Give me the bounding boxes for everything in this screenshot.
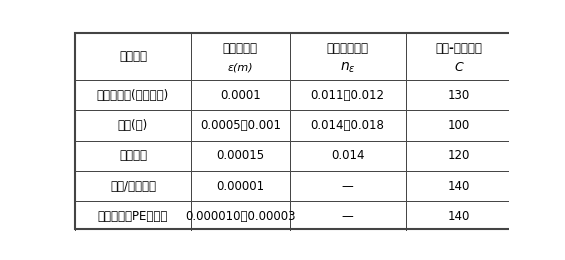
Text: 120: 120 bbox=[448, 149, 471, 162]
Bar bbox=[406, 201, 513, 231]
Bar bbox=[191, 171, 289, 201]
Text: 0.00001: 0.00001 bbox=[216, 180, 264, 193]
Text: 海澄-威廉系数: 海澄-威廉系数 bbox=[436, 42, 483, 55]
Text: —: — bbox=[342, 210, 354, 223]
Text: 管道粗糙系数: 管道粗糙系数 bbox=[327, 42, 368, 55]
Text: 0.011～0.012: 0.011～0.012 bbox=[311, 89, 385, 102]
Text: 140: 140 bbox=[448, 180, 471, 193]
Bar bbox=[406, 80, 513, 110]
Bar bbox=[406, 141, 513, 171]
Bar bbox=[191, 80, 289, 110]
Text: 0.0005～0.001: 0.0005～0.001 bbox=[200, 119, 281, 132]
Text: C: C bbox=[455, 61, 464, 74]
Text: ε(m): ε(m) bbox=[228, 63, 253, 73]
Bar bbox=[75, 141, 191, 171]
Text: 管材名称: 管材名称 bbox=[119, 50, 147, 63]
Bar bbox=[289, 110, 406, 141]
Bar bbox=[191, 33, 289, 80]
Bar bbox=[289, 80, 406, 110]
Bar bbox=[191, 110, 289, 141]
Bar bbox=[289, 171, 406, 201]
Bar bbox=[75, 80, 191, 110]
Text: 130: 130 bbox=[448, 89, 471, 102]
Bar bbox=[75, 201, 191, 231]
Bar bbox=[406, 110, 513, 141]
Text: 当量粗糙度: 当量粗糙度 bbox=[223, 42, 258, 55]
Bar bbox=[289, 141, 406, 171]
Text: 140: 140 bbox=[448, 210, 471, 223]
Text: —: — bbox=[342, 180, 354, 193]
Bar bbox=[191, 201, 289, 231]
Text: 100: 100 bbox=[448, 119, 471, 132]
Bar bbox=[289, 201, 406, 231]
Bar bbox=[406, 33, 513, 80]
Text: 钢管(旧): 钢管(旧) bbox=[118, 119, 148, 132]
Text: 镀锌钢管: 镀锌钢管 bbox=[119, 149, 147, 162]
Bar bbox=[406, 171, 513, 201]
Bar bbox=[289, 33, 406, 80]
Text: 0.00015: 0.00015 bbox=[216, 149, 264, 162]
Bar bbox=[191, 141, 289, 171]
Text: 铜管/不锈钢管: 铜管/不锈钢管 bbox=[110, 180, 156, 193]
Text: 0.014: 0.014 bbox=[331, 149, 364, 162]
Bar bbox=[75, 33, 191, 80]
Bar bbox=[75, 171, 191, 201]
Text: 0.000010～0.00003: 0.000010～0.00003 bbox=[185, 210, 295, 223]
Bar bbox=[75, 110, 191, 141]
Text: 钢丝网骨架PE塑料管: 钢丝网骨架PE塑料管 bbox=[98, 210, 168, 223]
Text: 球墨铸铁管(内衬水泥): 球墨铸铁管(内衬水泥) bbox=[97, 89, 169, 102]
Text: $n_\varepsilon$: $n_\varepsilon$ bbox=[340, 61, 355, 75]
Text: 0.0001: 0.0001 bbox=[220, 89, 260, 102]
Text: 0.014～0.018: 0.014～0.018 bbox=[311, 119, 385, 132]
